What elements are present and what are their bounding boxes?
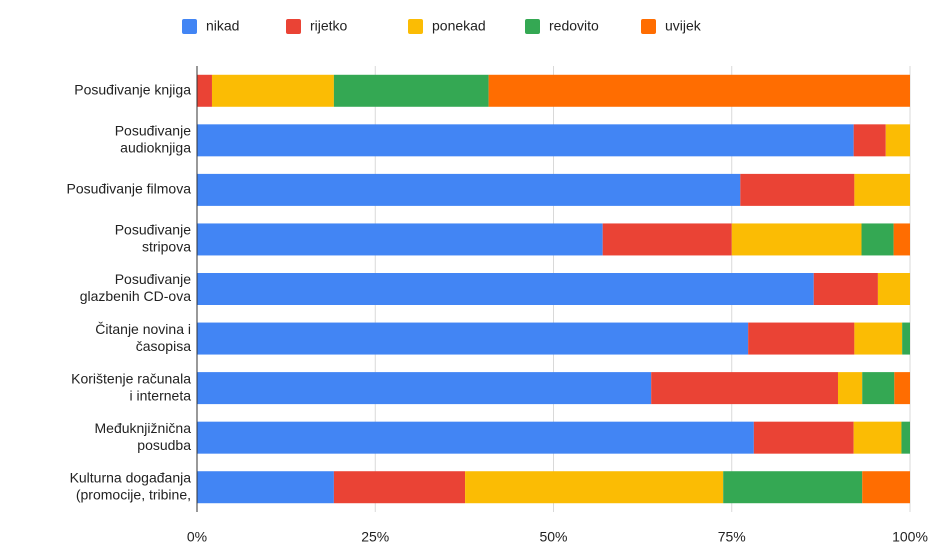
legend-swatch: [641, 19, 656, 34]
y-tick-label: Posuđivanje: [115, 222, 191, 238]
bar-segment: [651, 372, 838, 405]
legend-label: rijetko: [310, 18, 348, 34]
legend-swatch: [182, 19, 197, 34]
bar-segment: [197, 372, 652, 405]
x-tick-label: 100%: [892, 529, 928, 545]
y-tick-label: (promocije, tribine,: [76, 486, 191, 502]
y-tick-label: Kulturna događanja: [70, 469, 192, 485]
bar-segment: [723, 471, 863, 504]
y-tick-label: Korištenje računala: [71, 370, 191, 386]
bar-segment: [837, 372, 863, 405]
bar-segment: [853, 421, 902, 454]
y-tick-label: časopisa: [136, 338, 191, 354]
legend-label: ponekad: [432, 18, 486, 34]
bar-segment: [854, 322, 903, 355]
bar-segment: [862, 372, 895, 405]
bar-segment: [731, 223, 862, 256]
bar-segment: [901, 421, 910, 454]
bar-segment: [197, 471, 334, 504]
bar-segment: [488, 74, 910, 107]
bar-segment: [853, 124, 886, 157]
y-tick-label: Posuđivanje: [115, 123, 191, 139]
y-tick-label: Posuđivanje filmova: [66, 181, 191, 197]
bar-segment: [197, 273, 814, 305]
y-tick-label: Posuđivanje: [115, 271, 191, 287]
legend-label: nikad: [206, 18, 239, 34]
bar-segment: [197, 421, 754, 454]
bar-segment: [465, 471, 724, 504]
x-tick-label: 0%: [187, 529, 207, 545]
bar-segment: [893, 223, 910, 256]
bar-segment: [197, 322, 749, 355]
y-tick-label: stripova: [142, 239, 191, 255]
bar-segment: [333, 74, 489, 107]
legend-swatch: [286, 19, 301, 34]
bar-segment: [894, 372, 910, 405]
y-tick-label: audioknjiga: [120, 140, 191, 156]
bar-segment: [740, 173, 855, 206]
x-tick-label: 25%: [361, 529, 389, 545]
x-tick-label: 50%: [539, 529, 567, 545]
bar-segment: [862, 471, 910, 504]
bar-segment: [877, 273, 910, 305]
y-tick-label: posudba: [137, 437, 191, 453]
legend-label: redovito: [549, 18, 599, 34]
y-tick-label: Međuknjižnična: [95, 420, 192, 436]
y-tick-label: i interneta: [130, 387, 192, 403]
bar-segment: [748, 322, 855, 355]
bar-segment: [813, 273, 878, 305]
bar-segment: [333, 471, 466, 504]
bar-segment: [197, 124, 854, 157]
legend-label: uvijek: [665, 18, 702, 34]
bar-segment: [753, 421, 854, 454]
bar-segment: [197, 173, 741, 206]
y-tick-label: Posuđivanje knjiga: [74, 81, 191, 97]
bar-segment: [197, 223, 603, 256]
bar-segment: [854, 173, 910, 206]
y-tick-label: Čitanje novina i: [95, 321, 191, 337]
bar-segment: [861, 223, 894, 256]
bar-segment: [602, 223, 732, 256]
y-tick-label: glazbenih CD-ova: [80, 288, 191, 304]
bar-segment: [211, 74, 334, 107]
legend-swatch: [525, 19, 540, 34]
bar-segment: [902, 322, 910, 355]
x-tick-label: 75%: [718, 529, 746, 545]
bar-segment: [197, 74, 212, 107]
bar-segment: [885, 124, 910, 157]
legend-swatch: [408, 19, 423, 34]
